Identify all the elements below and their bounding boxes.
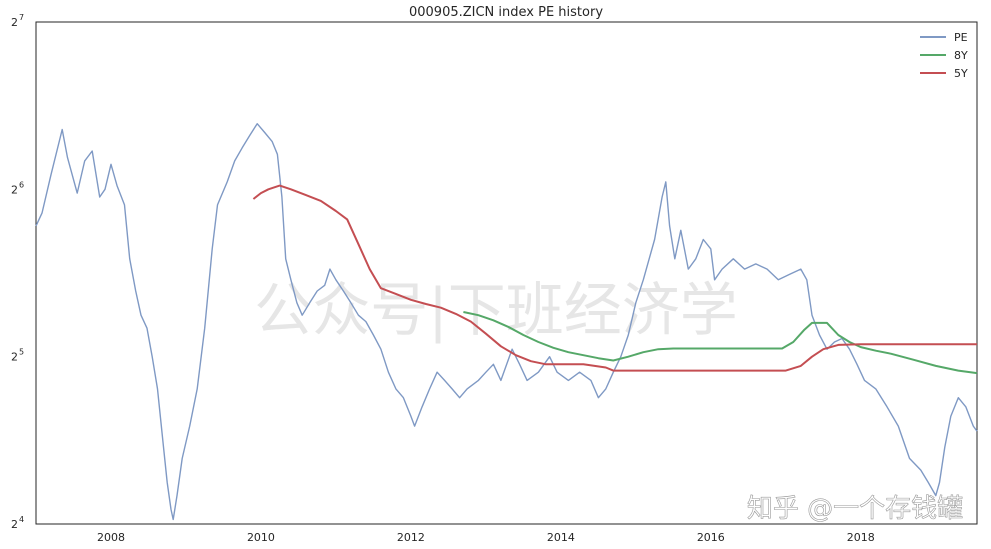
- watermark-corner: 知乎 @一个存钱罐: [747, 494, 963, 524]
- y-tick-exponent: 5: [19, 348, 24, 357]
- x-tick-label: 2012: [397, 531, 425, 544]
- legend: PE 8Y 5Y: [920, 31, 968, 80]
- x-tick-label: 2018: [847, 531, 875, 544]
- watermarks: 公众号|下班经济学: [254, 276, 738, 344]
- legend-label-pe: PE: [954, 31, 968, 44]
- y-tick-label: 2: [11, 351, 18, 364]
- y-tick-label: 2: [11, 16, 18, 29]
- legend-label-8y: 8Y: [954, 49, 968, 62]
- y-tick-exponent: 6: [19, 180, 24, 189]
- x-tick-label: 2010: [247, 531, 275, 544]
- y-tick-exponent: 7: [19, 13, 24, 22]
- x-tick-label: 2016: [697, 531, 725, 544]
- series-line-pe: [35, 122, 978, 521]
- y-tick-label: 2: [11, 183, 18, 196]
- plot-area: [35, 21, 978, 525]
- chart-title: 000905.ZICN index PE history: [409, 5, 603, 20]
- series-line-5y: [252, 184, 977, 372]
- watermark-center: 公众号|下班经济学: [254, 276, 738, 344]
- y-tick-label: 2: [11, 518, 18, 531]
- y-axis: 2 42 52 62 7: [11, 13, 24, 531]
- x-tick-label: 2014: [547, 531, 575, 544]
- series-line-8y: [463, 311, 978, 375]
- x-tick-label: 2008: [97, 531, 125, 544]
- y-tick-exponent: 4: [19, 515, 24, 524]
- series-layer: [35, 122, 978, 521]
- legend-label-5y: 5Y: [954, 67, 968, 80]
- x-axis: 2008 2010 2012 2014 2016 2018: [97, 531, 875, 544]
